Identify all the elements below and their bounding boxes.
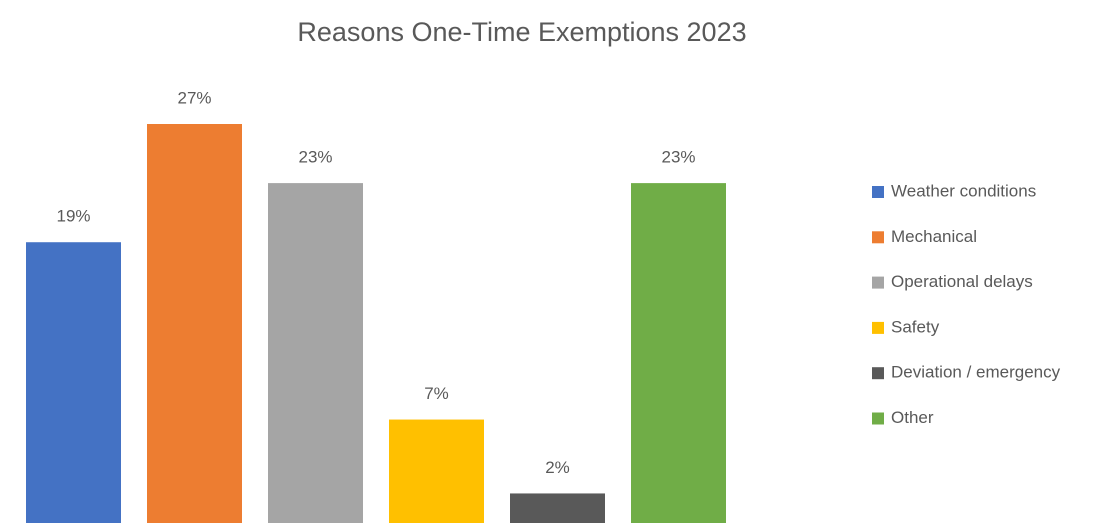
legend-swatch	[872, 412, 884, 425]
legend-swatch	[872, 276, 884, 289]
legend-label: Mechanical	[891, 227, 977, 246]
value-label: 27%	[177, 88, 211, 107]
legend-label: Weather conditions	[891, 181, 1036, 200]
legend-label: Deviation / emergency	[891, 363, 1061, 382]
legend-label: Safety	[891, 317, 940, 336]
legend-label: Operational delays	[891, 272, 1033, 291]
bar	[26, 242, 121, 523]
value-label: 2%	[545, 458, 570, 477]
bar	[147, 124, 242, 523]
bar	[268, 183, 363, 523]
legend-label: Other	[891, 408, 934, 427]
legend-swatch	[872, 321, 884, 334]
value-label: 7%	[424, 384, 449, 403]
bar	[389, 419, 484, 523]
value-label: 23%	[661, 148, 695, 167]
legend-swatch	[872, 231, 884, 244]
chart-title: Reasons One-Time Exemptions 2023	[297, 17, 746, 47]
bar	[631, 183, 726, 523]
legend-swatch	[872, 186, 884, 198]
value-label: 19%	[56, 207, 90, 226]
value-label: 23%	[298, 148, 332, 167]
legend-swatch	[872, 367, 884, 380]
bar	[510, 493, 605, 523]
